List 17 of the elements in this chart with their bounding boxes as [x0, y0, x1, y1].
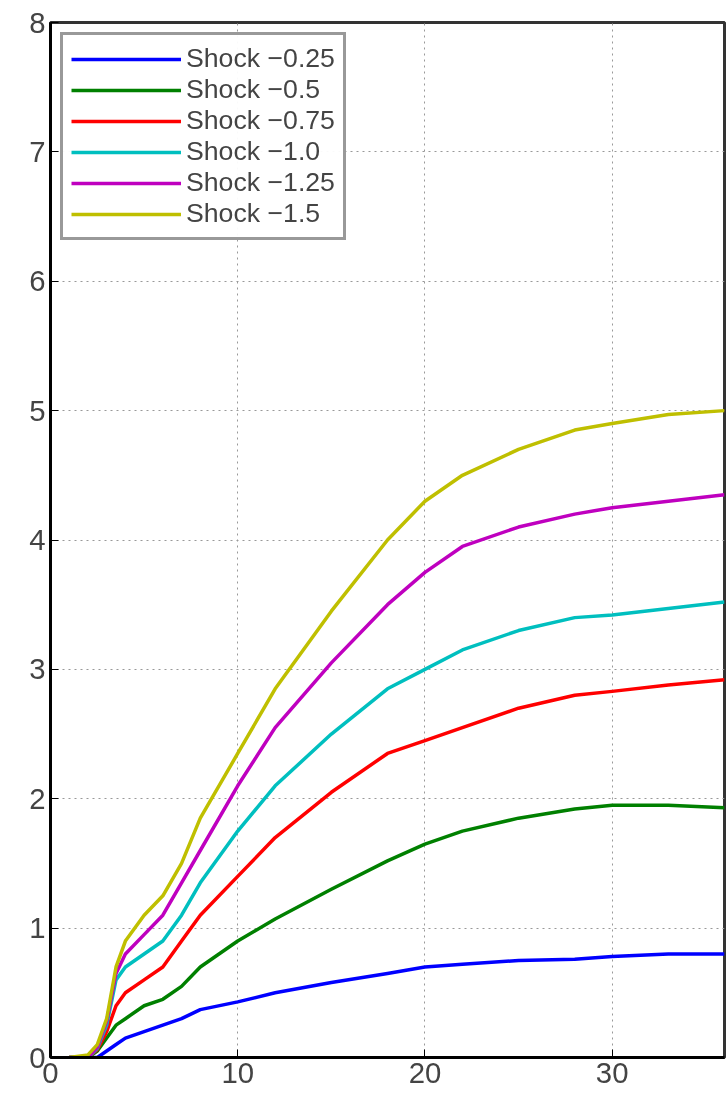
- x-tick-label: 20: [408, 1055, 442, 1089]
- y-tick-label: 1: [29, 911, 46, 945]
- legend-label: Shock −0.5: [186, 74, 321, 105]
- y-tick-label: 8: [29, 5, 46, 39]
- y-tick-label: 6: [29, 264, 46, 298]
- y-tick-label: 3: [29, 652, 46, 686]
- legend-label: Shock −0.25: [186, 43, 335, 74]
- y-tick-label: 4: [29, 523, 46, 556]
- y-tick-label: 5: [29, 393, 46, 427]
- legend-label: Shock −1.25: [186, 167, 335, 198]
- y-tick-label: 7: [29, 134, 46, 168]
- x-tick-label: 10: [221, 1055, 255, 1089]
- legend-label: Shock −1.5: [186, 198, 321, 229]
- legend-label: Shock −0.75: [186, 105, 335, 136]
- y-tick-label: 2: [29, 781, 46, 815]
- legend-label: Shock −1.0: [186, 136, 321, 167]
- x-tick-label: 30: [595, 1055, 629, 1089]
